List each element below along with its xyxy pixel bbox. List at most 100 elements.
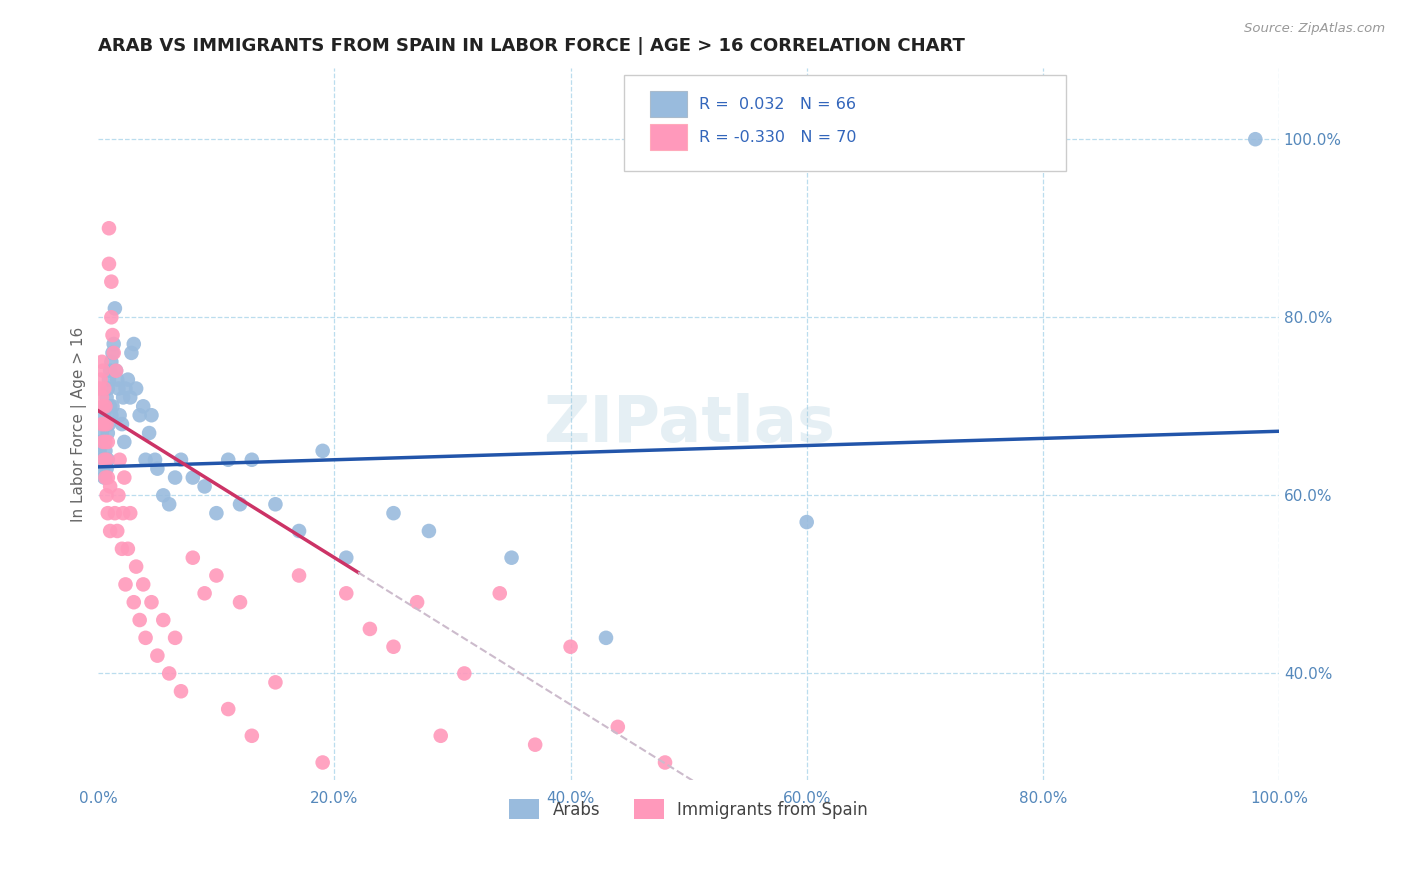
Point — [94, 470, 117, 484]
Point — [382, 640, 405, 654]
Point — [418, 524, 440, 538]
Point — [96, 417, 118, 431]
Point — [217, 702, 239, 716]
Legend: Arabs, Immigrants from Spain: Arabs, Immigrants from Spain — [503, 793, 875, 825]
Point — [105, 364, 128, 378]
Point — [165, 631, 187, 645]
Point — [157, 666, 180, 681]
Point — [91, 400, 114, 414]
Point — [98, 364, 121, 378]
Point — [359, 622, 381, 636]
Point — [107, 488, 129, 502]
Point — [311, 443, 333, 458]
Point — [89, 382, 111, 396]
Point — [98, 400, 121, 414]
Point — [264, 675, 287, 690]
Point — [97, 506, 120, 520]
Point — [135, 452, 157, 467]
Point — [524, 738, 547, 752]
Point — [101, 346, 124, 360]
Point — [108, 409, 131, 423]
Point — [125, 559, 148, 574]
Point — [429, 729, 451, 743]
Point — [90, 425, 112, 440]
Y-axis label: In Labor Force | Age > 16: In Labor Force | Age > 16 — [72, 326, 87, 522]
Point — [98, 257, 121, 271]
Point — [97, 434, 120, 449]
Point — [89, 443, 111, 458]
Point — [114, 577, 136, 591]
Point — [205, 568, 228, 582]
Point — [152, 613, 174, 627]
Point — [90, 391, 112, 405]
Point — [382, 506, 405, 520]
Point — [100, 275, 122, 289]
Point — [141, 595, 163, 609]
Point — [105, 373, 128, 387]
Point — [488, 586, 510, 600]
Point — [98, 479, 121, 493]
Point — [606, 720, 628, 734]
Point — [165, 470, 187, 484]
Point — [97, 382, 120, 396]
Point — [112, 391, 135, 405]
Point — [93, 409, 115, 423]
Point — [181, 470, 204, 484]
Point — [111, 417, 134, 431]
Point — [93, 452, 115, 467]
Point — [96, 452, 118, 467]
Text: R =  0.032   N = 66: R = 0.032 N = 66 — [699, 97, 856, 112]
Point — [105, 364, 128, 378]
Point — [98, 417, 121, 431]
Point — [108, 452, 131, 467]
Text: ZIPatlas: ZIPatlas — [543, 393, 835, 455]
Point — [94, 400, 117, 414]
Point — [311, 756, 333, 770]
Point — [104, 301, 127, 316]
Point — [288, 568, 311, 582]
Point — [132, 400, 155, 414]
Point — [560, 640, 582, 654]
Point — [128, 409, 150, 423]
Point — [98, 524, 121, 538]
Point — [138, 425, 160, 440]
Point — [94, 443, 117, 458]
Point — [240, 729, 263, 743]
Point — [90, 373, 112, 387]
Point — [103, 337, 125, 351]
Point — [97, 470, 120, 484]
Point — [93, 470, 115, 484]
Point — [170, 684, 193, 698]
Point — [117, 373, 139, 387]
Point — [181, 550, 204, 565]
Point — [96, 488, 118, 502]
Point — [264, 497, 287, 511]
Point — [103, 346, 125, 360]
Point — [93, 417, 115, 431]
Point — [94, 400, 117, 414]
Point — [90, 355, 112, 369]
Point — [101, 328, 124, 343]
Point — [157, 497, 180, 511]
Point — [217, 452, 239, 467]
Point — [128, 613, 150, 627]
Point — [135, 631, 157, 645]
Point — [96, 391, 118, 405]
Point — [117, 541, 139, 556]
FancyBboxPatch shape — [624, 75, 1066, 171]
Point — [98, 221, 121, 235]
Point — [654, 756, 676, 770]
Point — [335, 550, 357, 565]
Point — [288, 524, 311, 538]
Point — [453, 666, 475, 681]
Point — [90, 452, 112, 467]
Point — [94, 434, 117, 449]
Point — [112, 506, 135, 520]
Point — [335, 586, 357, 600]
Point — [96, 461, 118, 475]
Point — [229, 595, 252, 609]
Point — [98, 373, 121, 387]
Point — [90, 434, 112, 449]
Point — [90, 417, 112, 431]
Point — [240, 452, 263, 467]
